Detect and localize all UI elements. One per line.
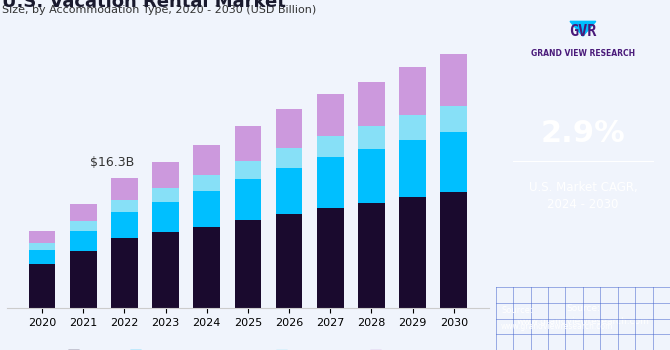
Text: Source:: Source: (501, 306, 533, 315)
Bar (317, 136, 344, 158)
Bar (275, 214, 302, 308)
Bar (29, 264, 56, 308)
Bar (152, 232, 179, 308)
Bar (440, 193, 467, 308)
Bar (70, 251, 96, 308)
Bar (440, 105, 467, 132)
Bar (194, 145, 220, 175)
Bar (152, 202, 179, 232)
Bar (234, 220, 261, 308)
Bar (399, 67, 426, 115)
Bar (194, 227, 220, 308)
Bar (194, 191, 220, 227)
Bar (29, 250, 56, 264)
Bar (152, 188, 179, 202)
Text: 2.9%: 2.9% (541, 119, 625, 147)
Bar (275, 168, 302, 214)
Bar (29, 243, 56, 250)
Bar (275, 109, 302, 148)
Bar (234, 126, 261, 161)
Text: GRAND VIEW RESEARCH: GRAND VIEW RESEARCH (531, 49, 635, 58)
Text: Size, by Accommodation Type, 2020 - 2030 (USD Billion): Size, by Accommodation Type, 2020 - 2030… (2, 5, 316, 15)
Bar (29, 231, 56, 243)
Text: U.S. Vacation Rental Market: U.S. Vacation Rental Market (2, 0, 285, 11)
Text: U.S. Market CAGR,
2024 - 2030: U.S. Market CAGR, 2024 - 2030 (529, 181, 637, 211)
Bar (70, 204, 96, 221)
Text: $16.3B: $16.3B (90, 156, 134, 169)
Bar (317, 208, 344, 308)
Polygon shape (570, 21, 596, 36)
Text: GVR: GVR (570, 24, 596, 38)
Bar (111, 238, 138, 308)
Bar (194, 175, 220, 191)
Bar (111, 178, 138, 200)
Bar (111, 200, 138, 212)
Bar (399, 115, 426, 140)
Bar (70, 221, 96, 231)
Bar (111, 212, 138, 238)
Bar (234, 179, 261, 220)
Bar (358, 82, 385, 126)
Bar (440, 132, 467, 192)
Bar (358, 126, 385, 149)
Bar (358, 149, 385, 203)
Bar (317, 158, 344, 208)
Bar (275, 148, 302, 168)
Text: Source:
www.grandviewresearch.com: Source: www.grandviewresearch.com (517, 304, 649, 326)
Bar (399, 197, 426, 308)
Bar (317, 93, 344, 136)
Bar (358, 203, 385, 308)
Bar (70, 231, 96, 251)
Bar (440, 55, 467, 105)
Bar (152, 162, 179, 188)
Bar (234, 161, 261, 179)
Bar (399, 140, 426, 197)
Legend: Home, Resort/Condominium, Apartments, Others: Home, Resort/Condominium, Apartments, Ot… (66, 348, 430, 350)
Text: www.grandviewresearch.com: www.grandviewresearch.com (501, 322, 614, 331)
